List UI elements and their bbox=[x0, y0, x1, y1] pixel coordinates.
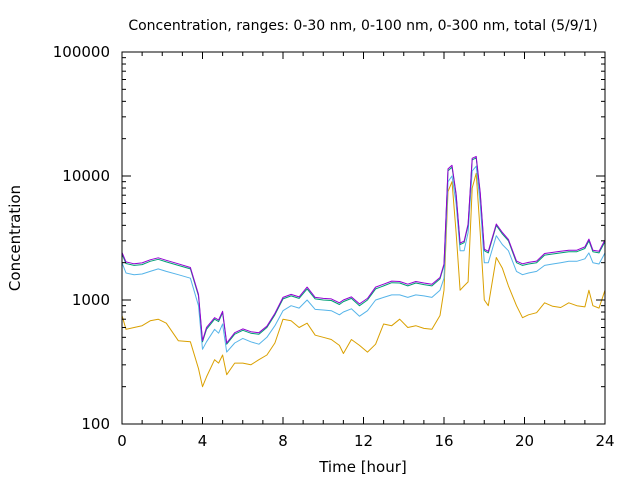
x-tick-label: 12 bbox=[354, 432, 373, 450]
x-tick-label: 0 bbox=[117, 432, 127, 450]
series-line-3 bbox=[121, 157, 606, 345]
x-tick-label: 8 bbox=[278, 432, 288, 450]
y-axis-label: Concentration bbox=[6, 185, 24, 291]
x-tick-label: 20 bbox=[515, 432, 534, 450]
chart-title: Concentration, ranges: 0-30 nm, 0-100 nm… bbox=[128, 18, 597, 34]
y-tick-label: 1000 bbox=[72, 291, 110, 309]
y-axis: 100 1000 10000 100000 bbox=[53, 43, 605, 433]
x-tick-label: 4 bbox=[198, 432, 208, 450]
x-tick-label: 16 bbox=[434, 432, 453, 450]
x-tick-label: 24 bbox=[595, 432, 614, 450]
series-line-2 bbox=[121, 165, 606, 353]
plot-lines bbox=[121, 155, 606, 388]
y-tick-label: 100000 bbox=[53, 43, 110, 61]
x-axis: 0 4 8 12 16 20 24 bbox=[117, 52, 615, 450]
series-line-1 bbox=[121, 172, 606, 388]
x-axis-label: Time [hour] bbox=[318, 458, 407, 476]
series-line-4 bbox=[121, 155, 606, 344]
y-tick-label: 10000 bbox=[62, 167, 110, 185]
plot-frame bbox=[121, 51, 606, 425]
y-tick-label: 100 bbox=[81, 415, 110, 433]
